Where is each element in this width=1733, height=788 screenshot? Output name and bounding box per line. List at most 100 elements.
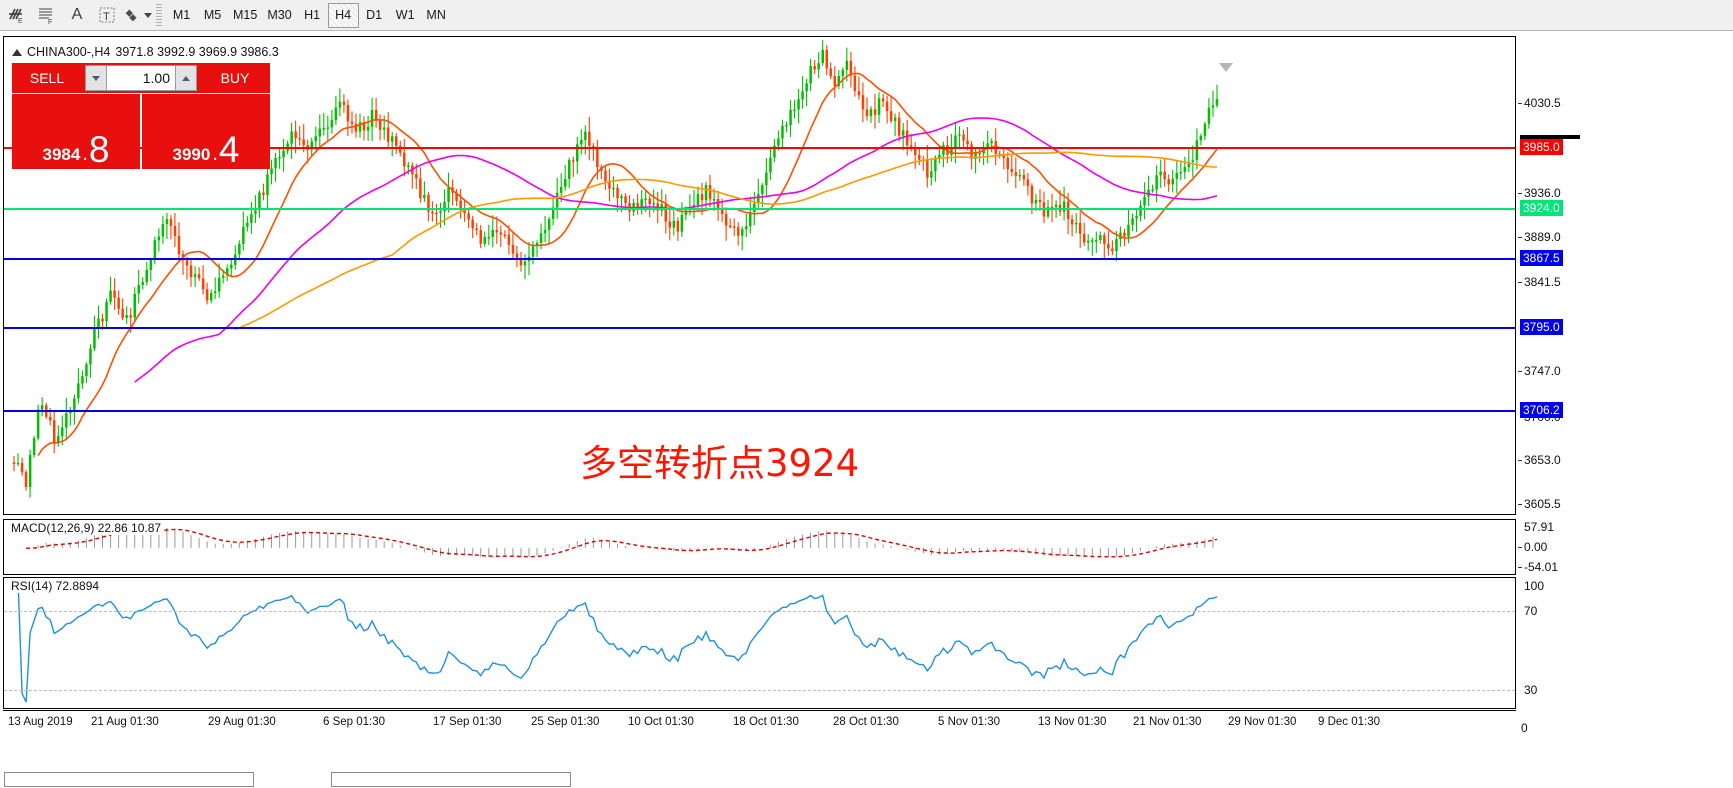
sell-price-box[interactable]: 3984 . 8 [12,94,140,169]
level-line-3706 [4,410,1515,412]
volume-stepper[interactable]: 1.00 [82,63,200,93]
price-tick-label: 3653.0 [1524,453,1561,467]
tab-timeframe-h4[interactable]: H4 [327,2,359,28]
date-label: 18 Oct 01:30 [733,716,799,728]
symbol-name: CHINA300-,H4 [27,45,111,59]
axis-tick [1518,504,1522,505]
macd-series [21,528,1218,558]
macd-tick-label: 57.91 [1524,520,1555,534]
price-tick-label: 3889.0 [1524,230,1561,244]
rsi-level-30 [4,690,1515,691]
main-toolbar: E F A T M1 M5 M15 M30 H1 H4 D1 W1 MN [0,0,1733,31]
sell-price-integer: 3984 [42,145,81,164]
level-line-3985 [4,147,1515,149]
date-label: 29 Nov 01:30 [1228,716,1297,728]
macd-tick-label: -54.01 [1524,560,1559,574]
symbol-header: CHINA300-,H4 3971.8 3992.9 3969.9 3986.3 [12,45,279,59]
chevron-up-icon [182,75,190,81]
date-label: 6 Sep 01:30 [323,716,386,728]
rsi-pane[interactable]: RSI(14) 72.8894 [3,577,1516,709]
axis-tick [1518,460,1522,461]
expert-advisors-icon[interactable]: E [2,2,32,29]
level-line-3795 [4,327,1515,329]
svg-text:E: E [18,18,23,25]
taskbar-item[interactable] [331,772,571,787]
volume-decrease-button[interactable] [85,65,107,91]
axis-tick [1518,193,1522,194]
candlestick-series [12,39,1219,498]
last-price-marker [1520,135,1580,139]
buy-price-integer: 3990 [172,145,211,164]
tab-timeframe-m15[interactable]: M15 [233,8,258,22]
tab-timeframe-w1[interactable]: W1 [395,8,415,22]
price-tick-label: 3841.5 [1524,275,1561,289]
toolbar-separator [156,4,162,26]
date-axis[interactable]: 13 Aug 2019 21 Aug 01:30 29 Aug 01:30 6 … [3,710,1516,736]
level-line-3867 [4,258,1515,260]
axis-tick [1518,371,1522,372]
macd-axis: 57.91 0.00 -54.01 [1518,519,1731,575]
chevron-down-icon[interactable] [144,12,152,18]
text-tool-icon[interactable]: A [71,6,83,23]
rsi-label: RSI(14) 72.8894 [9,579,102,593]
volume-increase-button[interactable] [175,65,197,91]
rsi-axis: 100 70 30 [1518,577,1731,709]
tab-timeframe-mn[interactable]: MN [426,8,446,22]
price-tick-label: 3936.0 [1524,186,1561,200]
tab-timeframe-m1[interactable]: M1 [172,8,191,22]
price-tag-3985[interactable]: 3985.0 [1520,139,1563,155]
date-label: 13 Aug 2019 [8,716,73,728]
chart-top-marker-icon [1219,63,1233,72]
date-label: 21 Aug 01:30 [91,716,159,728]
macd-pane[interactable]: MACD(12,26,9) 22.86 10.87 [3,519,1516,575]
date-label: 13 Nov 01:30 [1038,716,1107,728]
rsi-level-70 [4,611,1515,612]
price-tick-label: 3747.0 [1524,364,1561,378]
sell-price-separator: . [82,143,88,165]
collapse-triangle-icon[interactable] [12,48,22,56]
text-label-icon[interactable]: T [92,2,122,29]
tab-timeframe-d1[interactable]: D1 [366,8,383,22]
price-tag-3706[interactable]: 3706.2 [1520,402,1563,418]
price-tick-label: 4030.5 [1524,96,1561,110]
axis-tick [1518,103,1522,104]
price-pane[interactable]: CHINA300-,H4 3971.8 3992.9 3969.9 3986.3… [3,36,1516,515]
rsi-tick-label: 100 [1524,579,1545,593]
date-label: 9 Dec 01:30 [1318,716,1381,728]
rsi-tick-label: 70 [1524,604,1538,618]
macd-tick-label: 0.00 [1524,540,1548,554]
one-click-trade-panel[interactable]: SELL 1.00 BUY 3984 . 8 [12,63,270,169]
buy-price-fraction: 4 [218,129,240,171]
buy-price-separator: . [212,143,218,165]
axis-corner-value: 0 [1521,721,1528,735]
tab-timeframe-h1[interactable]: H1 [304,8,321,22]
date-label: 10 Oct 01:30 [628,716,694,728]
date-label: 29 Aug 01:30 [208,716,276,728]
buy-price-box[interactable]: 3990 . 4 [142,94,270,169]
objects-icon[interactable] [122,2,152,29]
buy-button[interactable]: BUY [200,63,270,93]
macd-label: MACD(12,26,9) 22.86 10.87 [9,521,164,535]
tab-timeframe-m30[interactable]: M30 [267,8,292,22]
tab-timeframe-m5[interactable]: M5 [203,8,222,22]
price-axis[interactable]: 4030.5 3936.0 3889.0 3841.5 3747.0 3653.… [1518,36,1731,515]
rsi-tick-label: 30 [1524,683,1538,697]
price-tag-3795[interactable]: 3795.0 [1520,319,1563,335]
chevron-down-icon [92,75,100,81]
svg-text:F: F [48,19,52,25]
date-label: 28 Oct 01:30 [833,716,899,728]
chart-annotation-text[interactable]: 多空转折点3924 [580,442,860,485]
chart-area[interactable]: CHINA300-,H4 3971.8 3992.9 3969.9 3986.3… [0,31,1733,788]
price-tag-3924[interactable]: 3924.0 [1520,200,1563,216]
volume-input[interactable]: 1.00 [107,65,175,91]
axis-tick [1518,237,1522,238]
date-label: 21 Nov 01:30 [1133,716,1202,728]
svg-text:T: T [103,11,110,23]
sell-button[interactable]: SELL [12,63,82,93]
bottom-strip [0,772,1733,788]
axis-tick [1518,282,1522,283]
price-tag-3867[interactable]: 3867.5 [1520,250,1563,266]
rsi-series [17,579,1218,703]
indicators-icon[interactable]: F [32,2,62,29]
taskbar-item[interactable] [4,772,254,787]
